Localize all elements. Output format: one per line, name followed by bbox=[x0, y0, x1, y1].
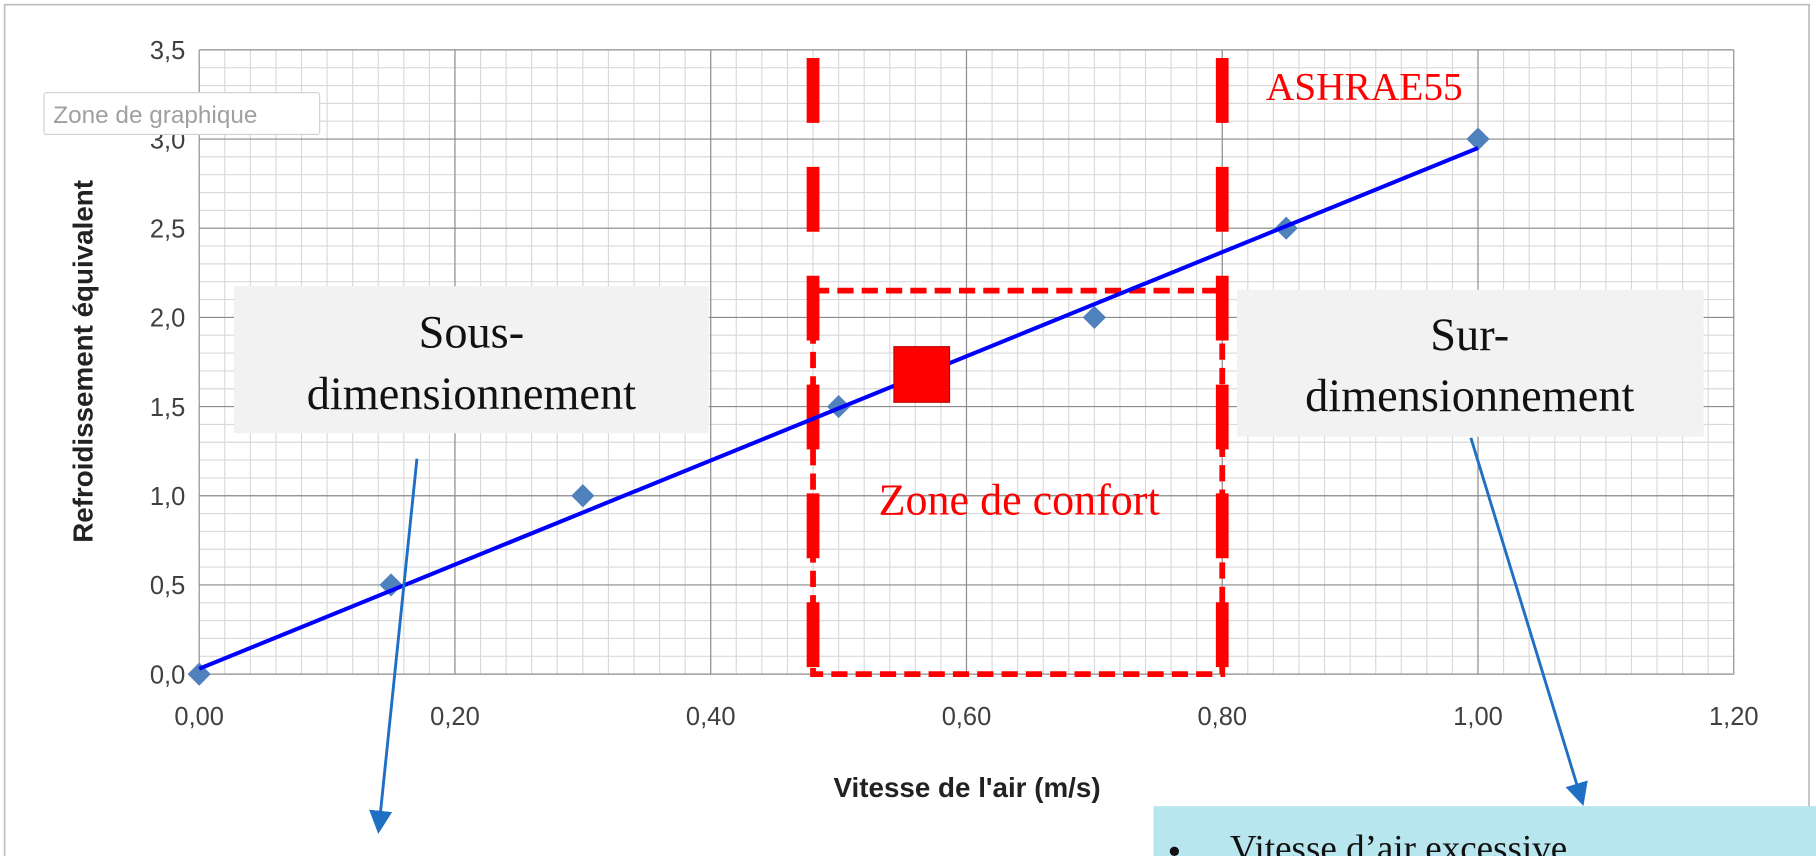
arrow bbox=[1469, 437, 1588, 806]
tooltip: Zone de graphique bbox=[53, 102, 257, 129]
highlight bbox=[893, 346, 951, 403]
comfort-label: Zone de confort bbox=[879, 475, 1160, 524]
x-tick-label: 0,00 bbox=[174, 703, 224, 731]
y-tick-label: 3,5 bbox=[150, 37, 185, 65]
bullet bbox=[1169, 846, 1180, 856]
arrow bbox=[369, 458, 419, 834]
x-tick-label: 1,20 bbox=[1709, 703, 1759, 731]
x-tick-label: 1,00 bbox=[1453, 703, 1503, 731]
y-tick-label: 1,5 bbox=[150, 394, 185, 422]
x-axis-title: Vitesse de l'air (m/s) bbox=[834, 772, 1101, 803]
x-tick-label: 0,40 bbox=[686, 703, 736, 731]
x-tick-label: 0,80 bbox=[1197, 703, 1247, 731]
y-tick-label: 0,0 bbox=[150, 661, 185, 689]
y-axis-title: Refroidissement équivalent bbox=[68, 180, 99, 543]
comfort-zone bbox=[810, 287, 1226, 678]
marks bbox=[187, 57, 1490, 686]
y-tick-label: 0,5 bbox=[150, 572, 185, 600]
tooltip-box bbox=[43, 92, 321, 135]
x-tick-label: 0,60 bbox=[942, 703, 992, 731]
under-box bbox=[233, 286, 709, 434]
under-label: Sous- bbox=[419, 308, 525, 359]
over-label: dimensionnement bbox=[1305, 371, 1634, 422]
y-tick-label: 2,0 bbox=[150, 305, 185, 333]
trendline bbox=[198, 146, 1479, 671]
ashrae-label: ASHRAE55 bbox=[1266, 65, 1463, 109]
point bbox=[1466, 127, 1490, 151]
over-box bbox=[1236, 289, 1704, 437]
over-label: Sur- bbox=[1430, 310, 1509, 361]
note-box bbox=[1153, 806, 1816, 856]
point bbox=[379, 573, 403, 597]
y-tick-label: 1,0 bbox=[150, 483, 185, 511]
y-tick-label: 2,5 bbox=[150, 215, 185, 243]
note: Vitesse d’air excessive bbox=[1230, 829, 1567, 856]
under-label: dimensionnement bbox=[307, 369, 636, 420]
x-tick-label: 0,20 bbox=[430, 703, 480, 731]
